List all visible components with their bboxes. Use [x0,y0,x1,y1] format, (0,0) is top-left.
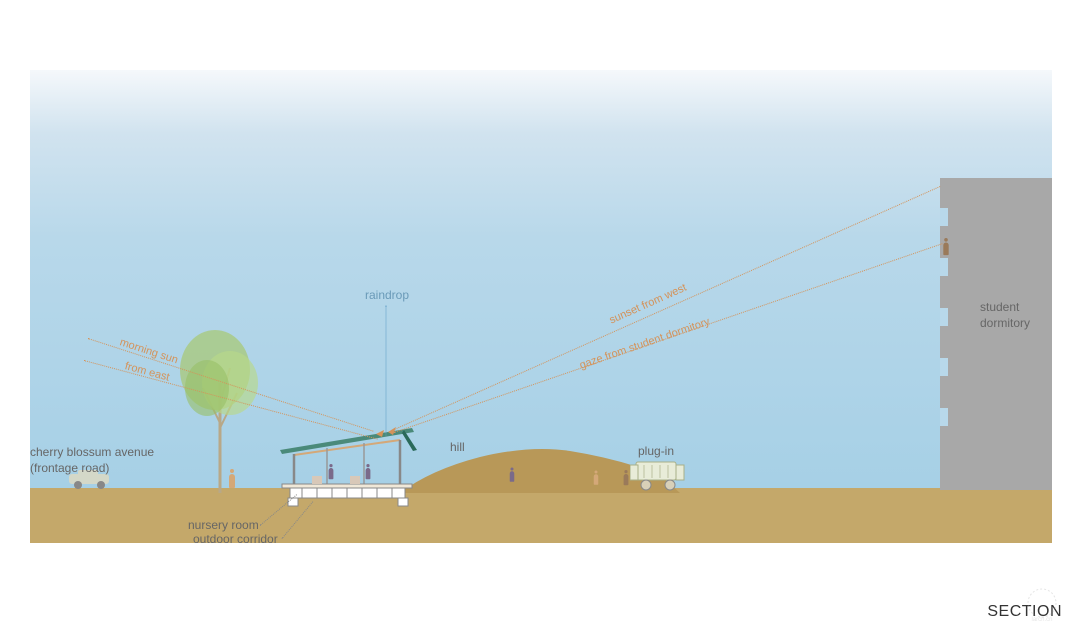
raindrop-leader [386,306,387,436]
plugin-label: plug-in [638,444,674,460]
figure-cart [623,470,629,486]
svg-text:larch.cn: larch.cn [1031,617,1052,623]
figure-interior-2 [365,464,371,480]
plugin-cart [630,460,686,492]
figure-street [228,469,236,489]
dormitory-label: student dormitory [980,300,1030,331]
ray-arrowheads [376,422,398,440]
cherry-label: cherry blossum avenue (frontage road) [30,445,154,476]
raindrop-label: raindrop [365,288,409,304]
watermark: larch.cn [1012,585,1072,625]
corridor-label: outdoor corridor [193,532,278,548]
figure-hill-1 [509,468,515,483]
tree [175,328,265,493]
ground-strip [30,488,1052,543]
figure-balcony [942,238,949,256]
dormitory-building [940,178,1052,490]
hill-label: hill [450,440,465,456]
figure-interior-1 [328,464,334,480]
figure-hill-2 [593,471,599,486]
section-diagram: cherry blossum avenue (frontage road) ra… [30,70,1052,590]
